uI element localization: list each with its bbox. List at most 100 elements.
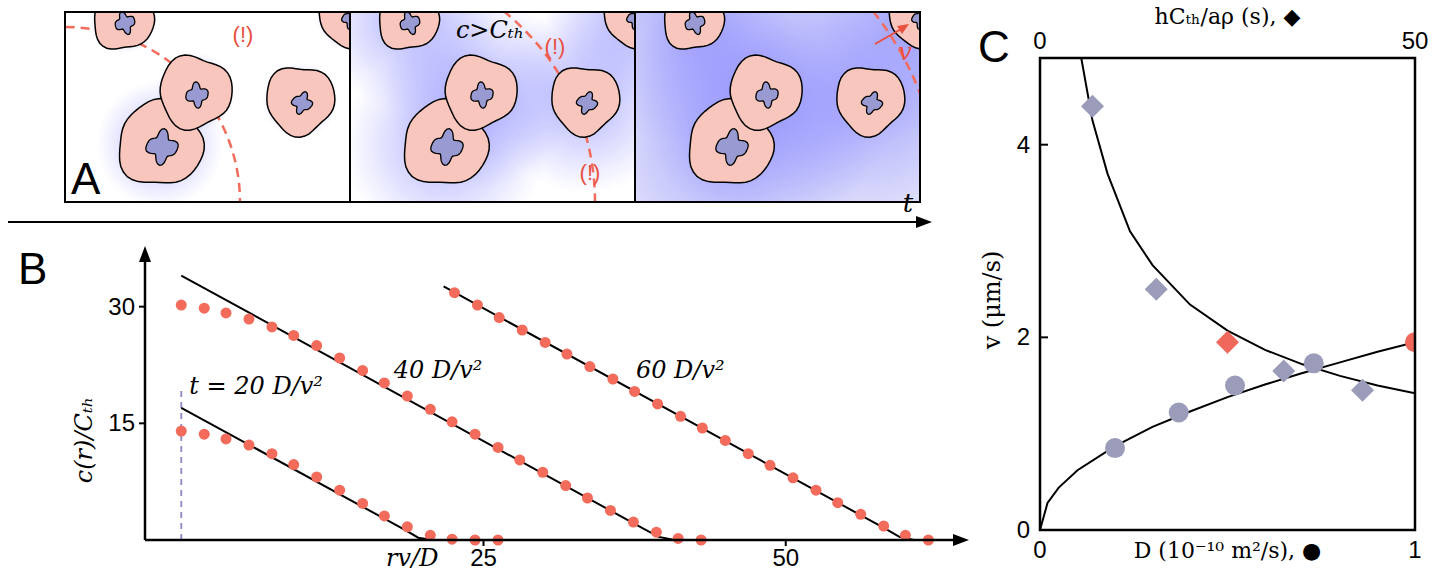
circle-point: [311, 340, 322, 351]
circle-point: [266, 321, 277, 332]
circle-point: [402, 391, 413, 402]
x2-tick: [1039, 58, 1041, 66]
nucleus: [861, 92, 882, 115]
cell: [95, 12, 155, 49]
circle-point: [357, 365, 368, 376]
nucleus: [685, 12, 705, 35]
circle-point: [493, 442, 504, 453]
circle-point: [311, 472, 322, 483]
y-tick-label: 15: [108, 409, 135, 436]
y-tick: [1040, 144, 1048, 146]
x-axis-title: D (10⁻¹⁰ m²/s), ●: [1134, 538, 1322, 563]
circle-point: [810, 485, 821, 496]
circle-point: [652, 398, 663, 409]
circle-point: [514, 454, 525, 465]
frame-annotation: v: [898, 38, 912, 66]
x-tick: [1039, 522, 1041, 530]
circle-point: [447, 416, 458, 427]
panel-letter: B: [18, 244, 47, 293]
frame-border: [65, 12, 350, 202]
frame-annotation: (!): [233, 22, 254, 47]
circle-point: [720, 435, 731, 446]
circle-point: [675, 411, 686, 422]
diamond-point: [1272, 360, 1295, 383]
nucleus: [291, 92, 312, 115]
circle-point: [199, 429, 210, 440]
circle-point: [494, 312, 505, 323]
y-axis-title: c(r)/Cₜₕ: [70, 397, 98, 483]
time-arrowhead: [916, 216, 932, 228]
circle-point: [560, 480, 571, 491]
x-axis: [145, 539, 955, 542]
circle-point: [743, 448, 754, 459]
circle-point: [176, 300, 187, 311]
nucleus: [716, 129, 748, 166]
circle-point: [1105, 438, 1125, 458]
nucleus: [627, 12, 635, 29]
circle-point: [517, 325, 528, 336]
circle-point: [1169, 402, 1189, 422]
y-tick-label: 4: [1017, 131, 1030, 158]
circle-point: [243, 314, 254, 325]
circle-point: [288, 459, 299, 470]
nucleus: [756, 82, 778, 108]
diamond-point: [1216, 331, 1239, 354]
circle-point: [1405, 332, 1415, 352]
circle-point: [221, 433, 232, 444]
y-tick-label: 30: [108, 293, 135, 320]
circle-point: [540, 337, 551, 348]
theory-line: [1081, 58, 1415, 393]
cell: [319, 12, 350, 49]
panel-letter: A: [71, 154, 101, 203]
cell: [267, 68, 335, 137]
cell: [837, 68, 905, 137]
y-tick-label: 2: [1017, 323, 1030, 350]
circle-point: [673, 533, 684, 544]
velocity-arrowhead: [897, 24, 909, 34]
nucleus: [186, 82, 208, 108]
circle-point: [357, 498, 368, 509]
x2-axis-title: hCₜₕ/aρ (s), ◆: [1155, 4, 1301, 29]
circle-point: [788, 472, 799, 483]
circle-point: [765, 460, 776, 471]
circle-point: [243, 440, 254, 451]
x-tick-label: 1: [1408, 536, 1421, 563]
x2-tick-label: 0: [1033, 27, 1046, 54]
plot-frame: [1040, 58, 1415, 530]
circle-point: [607, 374, 618, 385]
circle-point: [878, 521, 889, 532]
frame: v: [330, 0, 1047, 507]
circle-point: [425, 404, 436, 415]
diamond-point: [1081, 95, 1104, 118]
series-label: 60 D/v²: [636, 356, 725, 384]
x-tick-label: 50: [772, 544, 799, 571]
circle-point: [379, 377, 390, 388]
signal-glow: [89, 12, 157, 54]
circle-point: [651, 527, 662, 538]
x-tick-label: 25: [470, 544, 497, 571]
panel-b: B25501530rv/Dc(r)/Cₜₕt = 20 D/v²40 D/v²6…: [18, 244, 969, 572]
cell: [730, 55, 802, 130]
circle-point: [470, 429, 481, 440]
frame-content: [350, 12, 635, 202]
cell: [160, 55, 232, 130]
theory-line: [181, 408, 465, 540]
signal-glow: [262, 62, 338, 138]
frame-annotation: c>Cₜₕ: [456, 16, 524, 44]
figure: (!)Ac>Cₜₕ(!)(!)vtB25501530rv/Dc(r)/Cₜₕt …: [0, 0, 1440, 585]
frame-border: [350, 12, 635, 202]
circle-point: [402, 521, 413, 532]
nucleus: [471, 82, 493, 108]
theory-line: [444, 286, 937, 540]
circle-point: [176, 426, 187, 437]
diamond-point: [1145, 278, 1168, 301]
velocity-arrow: [875, 28, 903, 44]
time-axis: [8, 221, 920, 223]
circle-point: [1304, 353, 1324, 373]
x2-tick: [1414, 58, 1416, 66]
x-axis-title: rv/D: [386, 544, 438, 572]
circle-point: [1225, 376, 1245, 396]
frame-annotation: (!): [580, 160, 601, 185]
frame-content: [635, 12, 920, 202]
cell: [445, 55, 517, 130]
